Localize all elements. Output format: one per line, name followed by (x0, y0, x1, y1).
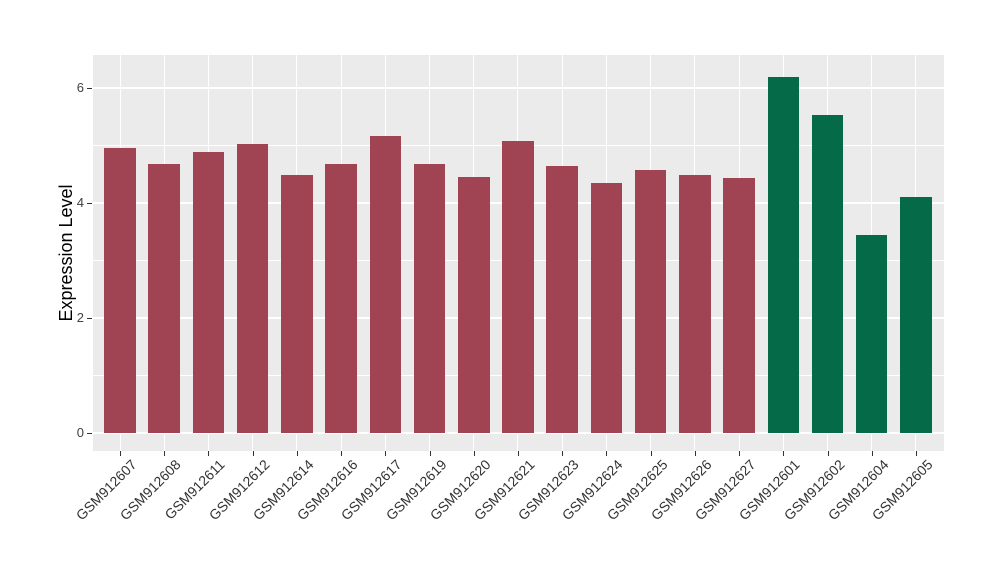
bar-GSM912626 (679, 175, 711, 433)
y-tick-label: 2 (76, 310, 84, 325)
bar-GSM912623 (546, 165, 578, 433)
x-axis-tick (915, 451, 917, 456)
bar-GSM912601 (767, 76, 800, 433)
x-axis-tick (650, 451, 652, 456)
y-axis-tick (87, 318, 92, 319)
bar-GSM912621 (502, 140, 534, 433)
bar-GSM912612 (236, 143, 269, 433)
x-axis-tick (208, 451, 210, 456)
y-axis-tick (87, 433, 92, 434)
bar-GSM912614 (281, 175, 313, 433)
bar-GSM912616 (325, 163, 357, 433)
x-axis-tick (120, 451, 121, 456)
x-axis-tick (473, 451, 475, 456)
major-gridline (93, 87, 944, 89)
y-tick-label: 4 (76, 195, 84, 210)
x-axis-tick (341, 451, 343, 456)
x-axis-tick (517, 451, 519, 456)
bar-GSM912607 (104, 148, 136, 433)
y-axis-tick (87, 203, 92, 204)
x-axis-tick (429, 451, 431, 456)
bar-GSM912604 (855, 235, 888, 433)
bar-GSM912620 (458, 177, 490, 433)
bar-GSM912608 (148, 164, 180, 433)
x-axis-tick (871, 451, 873, 456)
bar-GSM912617 (369, 135, 402, 433)
x-axis-tick (562, 451, 564, 456)
x-axis-tick (164, 451, 166, 456)
y-axis-tick (87, 88, 92, 89)
x-axis-tick (385, 451, 387, 456)
major-gridline (93, 432, 944, 434)
bar-GSM912619 (413, 163, 446, 433)
x-axis-tick (296, 451, 298, 456)
bar-GSM912611 (192, 152, 225, 433)
bar-GSM912605 (900, 197, 932, 433)
y-axis-title: Expression Level (56, 184, 76, 322)
bar-GSM912624 (590, 182, 623, 433)
plot-panel (93, 55, 944, 451)
x-axis-tick (739, 451, 741, 456)
bar-GSM912627 (723, 178, 755, 433)
bar-GSM912602 (811, 115, 844, 433)
x-axis-tick (606, 451, 608, 456)
x-axis-tick (252, 451, 254, 456)
y-tick-label: 6 (76, 80, 84, 95)
x-axis-tick (827, 451, 829, 456)
bar-GSM912625 (634, 170, 667, 433)
y-tick-label: 0 (76, 425, 84, 440)
x-axis-tick (694, 451, 696, 456)
x-axis-tick (783, 451, 785, 456)
